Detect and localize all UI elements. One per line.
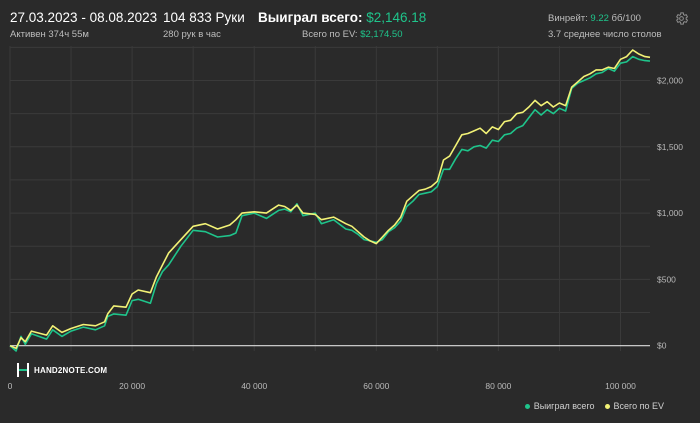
x-tick-label: 60 000 <box>363 381 389 391</box>
chart-legend: Выиграл всего Всего по EV <box>524 401 664 411</box>
x-tick-label: 40 000 <box>241 381 267 391</box>
legend-item-ev[interactable]: Всего по EV <box>604 401 664 411</box>
hands-per-hour: 280 рук в час <box>163 29 221 40</box>
y-tick-label: $1,500 <box>657 142 683 152</box>
winrate: Винрейт: 9.22 бб/100 <box>548 13 641 24</box>
chart-area: $0 $500 $1,000 $1,500 $2,000 0 20 000 40 000 60 … <box>0 46 700 423</box>
legend-label-won: Выиграл всего <box>533 401 595 411</box>
legend-label-ev: Всего по EV <box>613 401 664 411</box>
legend-item-won[interactable]: Выиграл всего <box>524 401 595 411</box>
ev-total: Всего по EV: $2,174.50 <box>302 29 402 40</box>
ev-total-label: Всего по EV: <box>302 29 358 40</box>
won-total-line <box>9 55 651 352</box>
x-tick-label: 100 000 <box>605 381 636 391</box>
won-total: Выиграл всего: $2,146.18 <box>258 10 426 25</box>
hand2note-logo: HAND2NOTE.COM <box>16 362 107 378</box>
y-tick-label: $0 <box>657 341 667 351</box>
x-tick-label: 20 000 <box>119 381 145 391</box>
y-tick-label: $500 <box>657 274 676 284</box>
x-tick-label: 0 <box>8 381 13 391</box>
ev-total-line <box>9 49 651 350</box>
chart-svg: $0 $500 $1,000 $1,500 $2,000 0 20 000 40 000 60 … <box>8 46 683 391</box>
gear-icon[interactable] <box>674 11 689 26</box>
active-time: Активен 374ч 55м <box>10 29 89 40</box>
average-tables: 3.7 среднее число столов <box>548 29 662 40</box>
date-range: 27.03.2023 - 08.08.2023 <box>10 10 158 25</box>
stats-header: 27.03.2023 - 08.08.2023 Активен 374ч 55м… <box>0 0 700 46</box>
hand2note-logo-icon <box>17 363 29 377</box>
y-tick-label: $1,000 <box>657 208 683 218</box>
logo-text: HAND2NOTE.COM <box>34 365 108 375</box>
winrate-label: Винрейт: <box>548 13 588 24</box>
winrate-unit: бб/100 <box>611 13 641 24</box>
ev-total-value: $2,174.50 <box>360 29 403 40</box>
hands-count: 104 833 Руки <box>163 10 245 25</box>
legend-dot-won <box>524 403 530 409</box>
y-tick-label: $2,000 <box>657 75 683 85</box>
won-total-value: $2,146.18 <box>366 10 427 25</box>
won-total-label: Выиграл всего: <box>258 10 363 25</box>
winrate-value: 9.22 <box>590 13 609 24</box>
legend-dot-ev <box>604 403 610 409</box>
x-tick-label: 80 000 <box>485 381 511 391</box>
